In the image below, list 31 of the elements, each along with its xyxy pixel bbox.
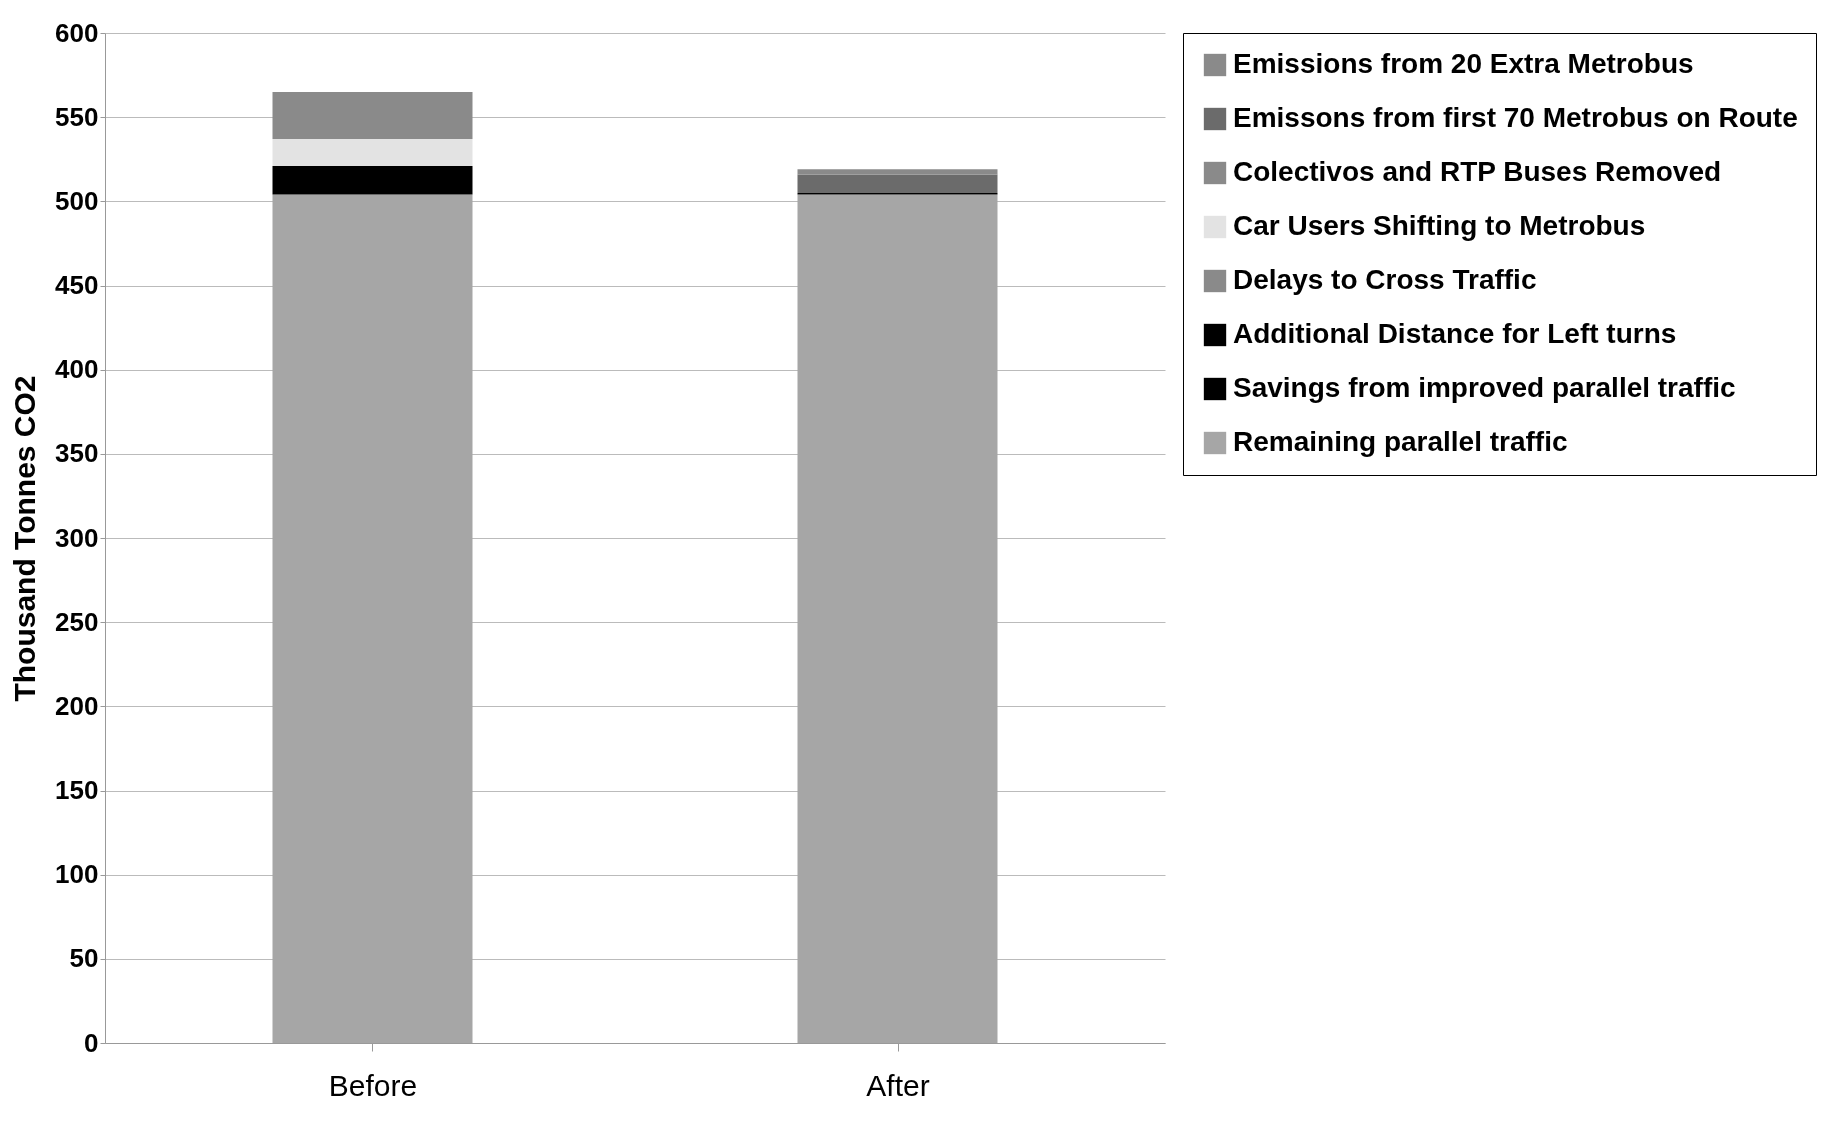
y-tick-label: 150 [55,775,99,805]
legend-label: Emissons from first 70 Metrobus on Route [1233,102,1798,133]
legend-label: Additional Distance for Left turns [1233,318,1677,349]
y-tick-label: 350 [55,438,99,469]
bar [272,165,473,195]
x-tick-label: After [866,1068,930,1102]
x-tick-label: Before [328,1068,418,1102]
bar [797,194,998,1043]
y-tick-label: 300 [55,522,99,553]
y-tick-label: 400 [55,354,99,385]
y-tick-label: 50 [69,943,99,974]
y-tick-label: 200 [55,690,99,721]
bar [272,194,473,1043]
bar [797,169,998,175]
bar [272,91,473,140]
legend-label: Emissions from 20 Extra Metrobus [1233,48,1694,79]
y-tick-label: 500 [55,185,99,216]
y-tick-label: 600 [55,17,99,48]
y-tick-label: 550 [55,101,99,132]
bar [797,174,998,193]
bar [272,139,473,166]
legend-label: Savings from improved parallel traffic [1233,372,1736,403]
y-axis-title: Thousand Tonnes CO2 [8,375,42,702]
legend-label: Remaining parallel traffic [1233,426,1568,457]
y-tick-label: 0 [84,1027,99,1058]
legend-label: Colectivos and RTP Buses Removed [1233,156,1722,187]
y-tick-label: 450 [55,270,99,300]
legend-label: Delays to Cross Traffic [1233,264,1537,295]
legend-label: Car Users Shifting to Metrobus [1233,210,1646,241]
y-tick-label: 250 [55,606,99,637]
y-tick-label: 100 [55,859,99,890]
